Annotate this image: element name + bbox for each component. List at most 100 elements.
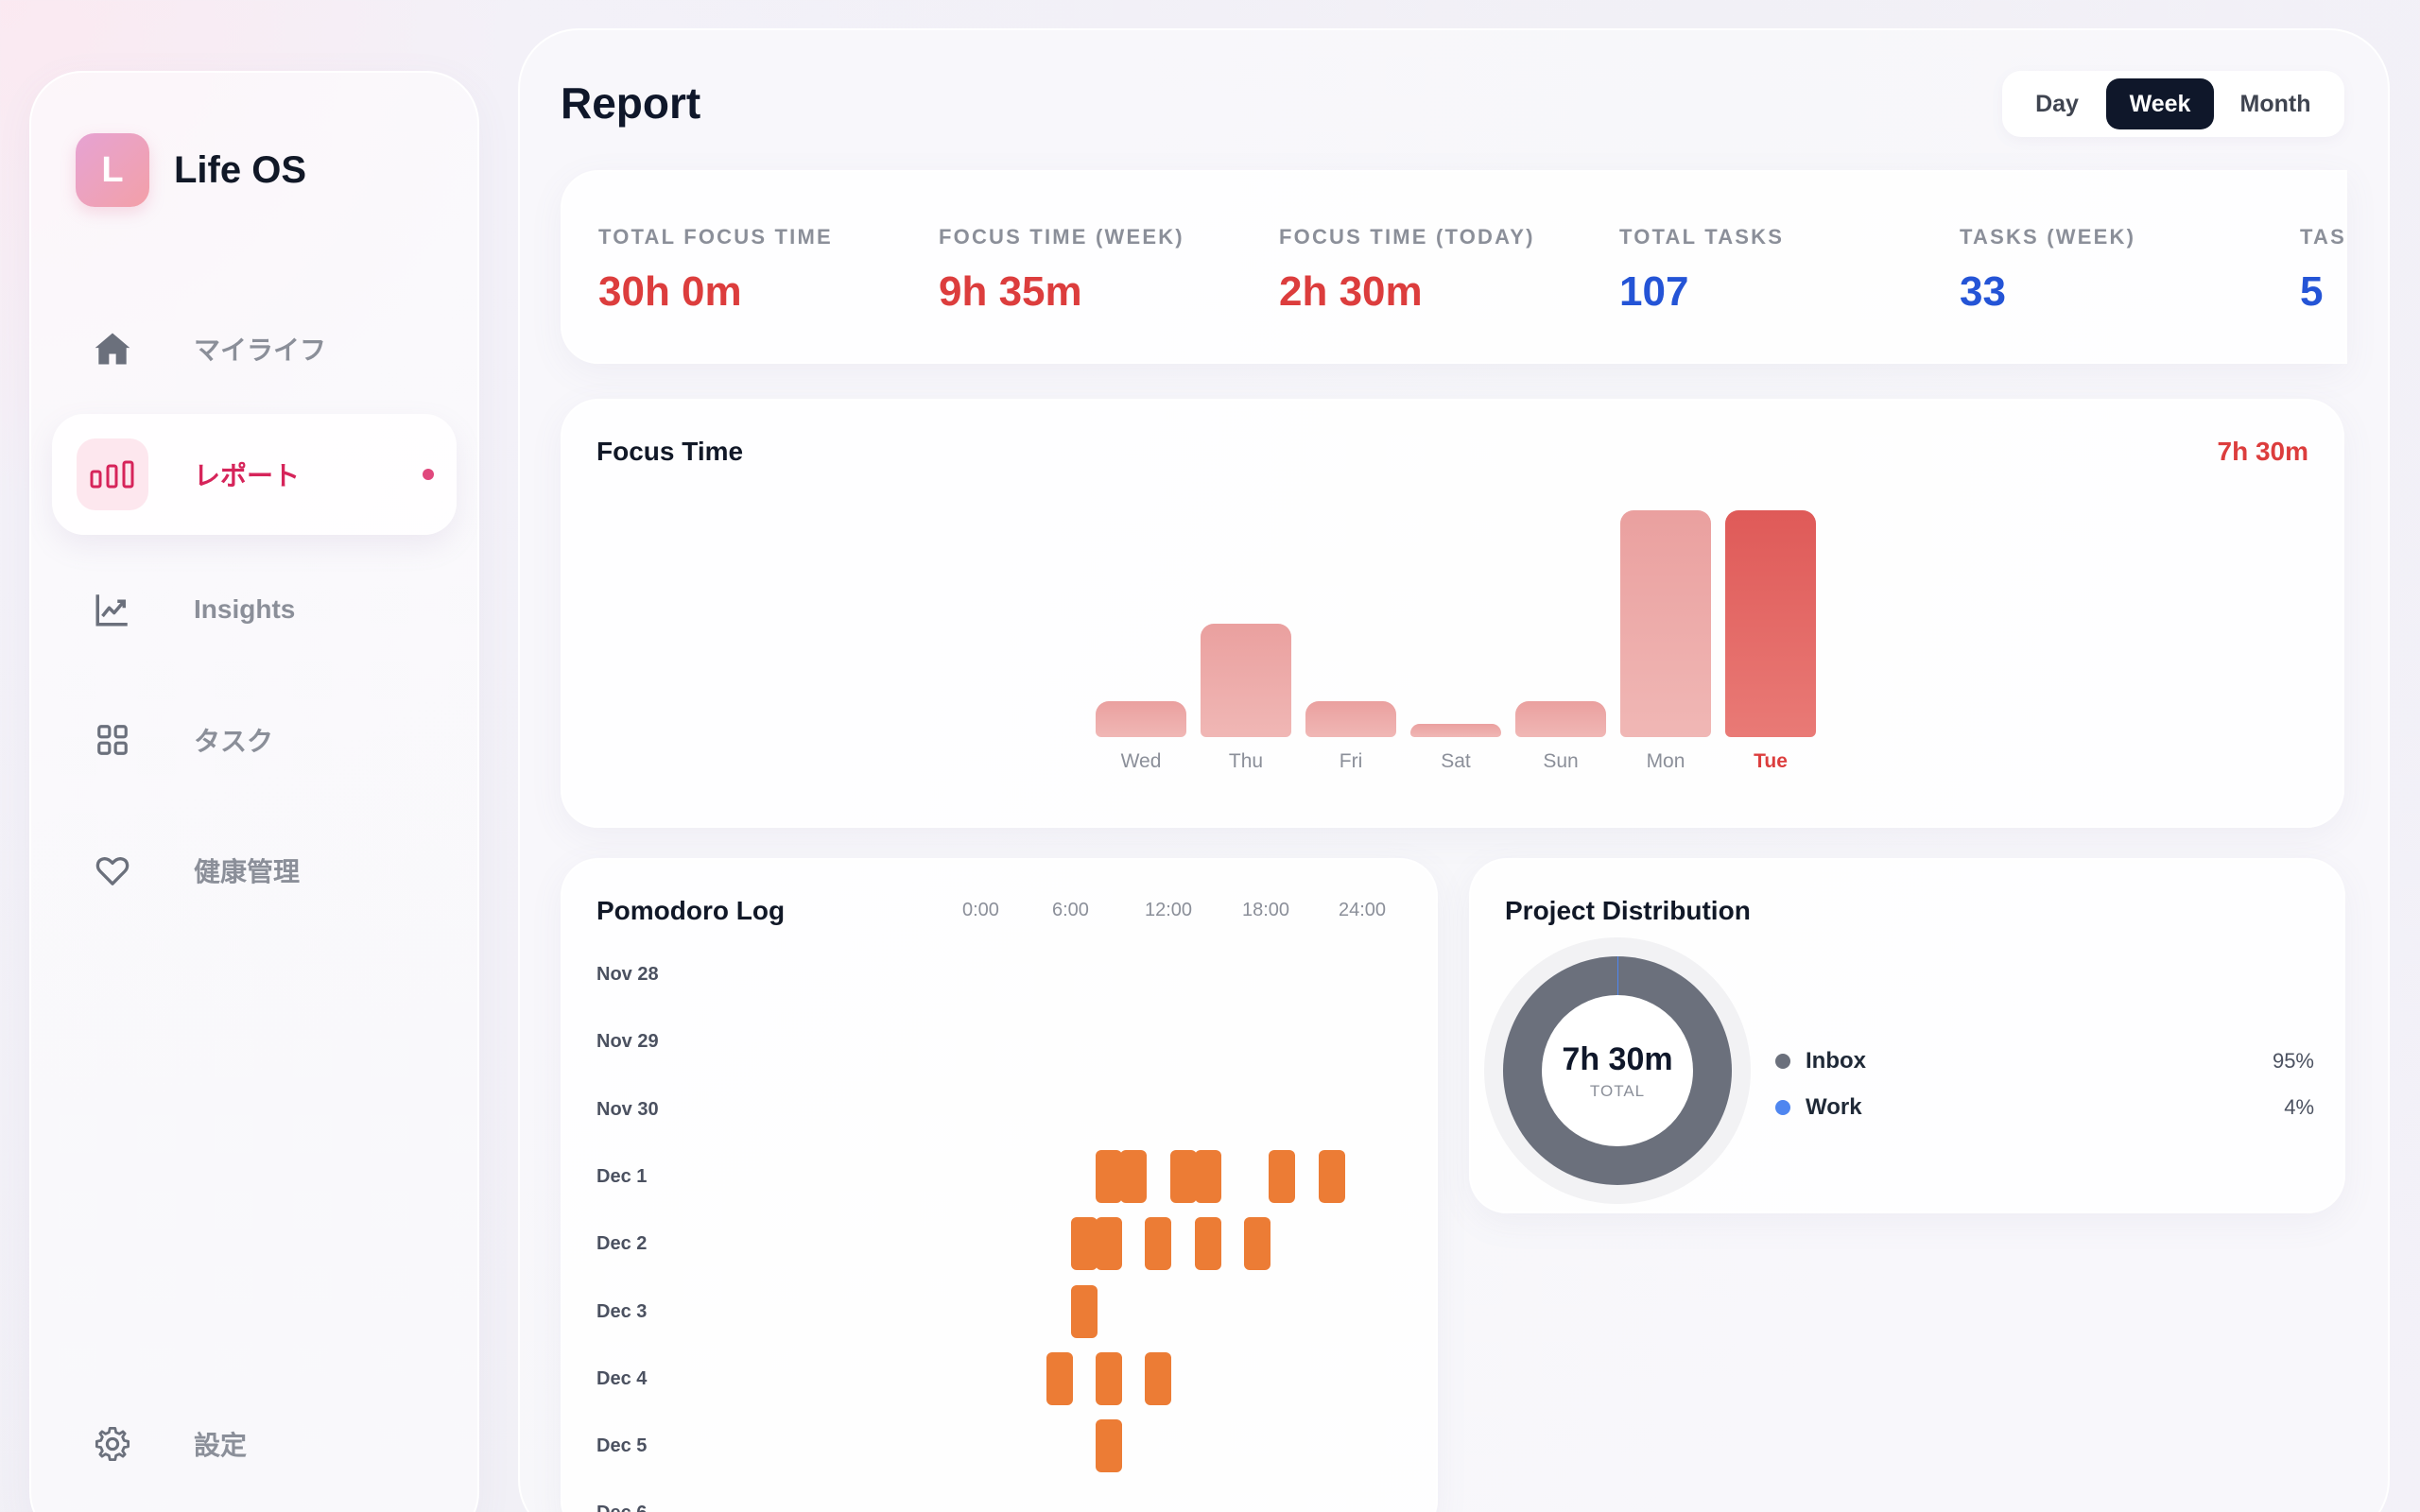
stat-label: TOTAL FOCUS TIME <box>598 225 833 249</box>
stat-total-tasks: TOTAL TASKS 107 <box>1619 225 1784 316</box>
range-tab-day[interactable]: Day <box>2035 90 2079 117</box>
pomodoro-session-block[interactable] <box>1269 1149 1295 1203</box>
donut-center-label: TOTAL <box>1589 1081 1646 1100</box>
focus-bar-label: Tue <box>1754 750 1788 772</box>
pomodoro-row-date: Dec 2 <box>596 1233 648 1255</box>
range-tab-week[interactable]: Week <box>2106 78 2214 129</box>
pomodoro-session-block[interactable] <box>1096 1351 1122 1405</box>
pomodoro-session-block[interactable] <box>1145 1217 1171 1271</box>
stat-value: 5 <box>2300 268 2324 315</box>
focus-bar-sun[interactable] <box>1515 701 1606 737</box>
active-indicator-dot <box>423 469 434 480</box>
legend-dot <box>1775 1054 1790 1069</box>
focus-bar-sat[interactable] <box>1410 724 1501 737</box>
legend-item-work[interactable]: Work 4% <box>1775 1091 2314 1124</box>
pomodoro-session-block[interactable] <box>1120 1149 1147 1203</box>
focus-bar-wed[interactable] <box>1096 701 1186 737</box>
focus-time-title: Focus Time <box>596 437 744 466</box>
pomodoro-session-block[interactable] <box>1319 1149 1345 1203</box>
pomodoro-session-block[interactable] <box>1244 1217 1270 1271</box>
stat-tasks-truncated: TAS 5 <box>2300 225 2346 316</box>
pomodoro-row-date: Dec 4 <box>596 1367 648 1389</box>
legend-percent: 95% <box>2272 1049 2314 1073</box>
stats-card: TOTAL FOCUS TIME 30h 0m FOCUS TIME (WEEK… <box>561 170 2347 364</box>
pomodoro-row-date: Dec 1 <box>596 1165 648 1187</box>
range-segmented-control: Day Week Month <box>2002 71 2344 137</box>
sidebar-item-health[interactable]: 健康管理 <box>52 810 457 931</box>
stat-value: 9h 35m <box>939 268 1082 315</box>
legend-percent: 4% <box>2284 1095 2314 1119</box>
focus-bar-label: Mon <box>1646 750 1685 772</box>
donut-chart: 7h 30m TOTAL <box>1484 937 1751 1204</box>
sidebar-item-label: 健康管理 <box>194 857 301 886</box>
pomodoro-row-date: Nov 28 <box>596 964 659 985</box>
focus-time-card: Focus Time 7h 30m Wed Thu Fri Sat Sun Mon Tue <box>561 399 2344 828</box>
page-title: Report <box>561 78 701 128</box>
bar-chart-icon <box>77 438 148 510</box>
pomodoro-session-block[interactable] <box>1071 1284 1098 1338</box>
brand[interactable]: L Life OS <box>76 133 306 207</box>
pomodoro-row-date: Nov 30 <box>596 1098 659 1120</box>
sidebar-item-report[interactable]: レポート <box>52 414 457 535</box>
app-name: Life OS <box>174 148 307 191</box>
donut-center-value: 7h 30m <box>1562 1040 1673 1077</box>
trending-up-icon <box>90 587 135 632</box>
legend-dot <box>1775 1100 1790 1115</box>
stat-label: TAS <box>2300 225 2346 249</box>
pomodoro-hour-label: 18:00 <box>1242 900 1290 920</box>
sidebar-item-tasks[interactable]: タスク <box>52 679 457 800</box>
pomodoro-row-date: Dec 3 <box>596 1300 648 1322</box>
pomodoro-log-title: Pomodoro Log <box>596 896 786 925</box>
sidebar-item-label: Insights <box>194 594 296 624</box>
sidebar-item-label: 設定 <box>194 1431 248 1460</box>
stat-label: FOCUS TIME (WEEK) <box>939 225 1184 249</box>
range-tab-month[interactable]: Month <box>2239 90 2311 117</box>
pomodoro-log-card: Pomodoro Log 0:00 6:00 12:00 18:00 24:00 Nov … <box>561 858 1438 1512</box>
pomodoro-row-date: Dec 5 <box>596 1435 648 1457</box>
pomodoro-row-date: Nov 29 <box>596 1031 659 1053</box>
sidebar-item-my-life[interactable]: マイライフ <box>52 288 457 409</box>
pomodoro-session-block[interactable] <box>1096 1217 1122 1271</box>
sidebar: L Life OS マイライフ レポート Insights <box>29 71 479 1512</box>
project-distribution-title: Project Distribution <box>1505 896 1751 925</box>
stat-value: 30h 0m <box>598 268 742 315</box>
pomodoro-session-block[interactable] <box>1195 1217 1221 1271</box>
pomodoro-session-block[interactable] <box>1145 1351 1171 1405</box>
focus-time-total: 7h 30m <box>2217 437 2309 466</box>
stat-label: TOTAL TASKS <box>1619 225 1785 249</box>
sidebar-item-insights[interactable]: Insights <box>52 549 457 670</box>
legend-name: Work <box>1806 1094 1862 1120</box>
focus-bar-label: Sun <box>1543 750 1579 772</box>
pomodoro-row-date: Dec 6 <box>596 1503 647 1512</box>
legend-name: Inbox <box>1806 1048 1866 1074</box>
focus-bar-label: Sat <box>1441 750 1471 772</box>
home-icon <box>90 326 135 371</box>
focus-bar-label: Fri <box>1339 750 1363 772</box>
focus-bar-thu[interactable] <box>1201 624 1291 737</box>
stat-tasks-week: TASKS (WEEK) 33 <box>1960 225 2135 316</box>
donut-center: 7h 30m TOTAL <box>1542 995 1693 1146</box>
gear-icon <box>90 1421 135 1467</box>
legend-item-inbox[interactable]: Inbox 95% <box>1775 1045 2314 1077</box>
focus-bar-tue[interactable] <box>1725 510 1816 737</box>
pomodoro-session-block[interactable] <box>1071 1217 1098 1271</box>
pomodoro-session-block[interactable] <box>1096 1419 1122 1473</box>
stat-focus-time-week: FOCUS TIME (WEEK) 9h 35m <box>939 225 1184 316</box>
pomodoro-session-block[interactable] <box>1170 1149 1197 1203</box>
project-distribution-card: Project Distribution 7h 30m TOTAL Inbox … <box>1469 858 2345 1213</box>
stat-total-focus-time: TOTAL FOCUS TIME 30h 0m <box>598 225 833 316</box>
focus-bar-label: Wed <box>1120 750 1162 772</box>
pomodoro-session-block[interactable] <box>1096 1149 1122 1203</box>
stat-focus-time-today: FOCUS TIME (TODAY) 2h 30m <box>1279 225 1535 316</box>
pomodoro-session-block[interactable] <box>1195 1149 1221 1203</box>
pomodoro-hour-label: 0:00 <box>962 900 999 920</box>
pomodoro-hour-label: 6:00 <box>1052 900 1089 920</box>
stat-value: 2h 30m <box>1279 268 1423 315</box>
sidebar-item-label: マイライフ <box>194 335 327 365</box>
pomodoro-session-block[interactable] <box>1046 1351 1073 1405</box>
focus-bar-mon[interactable] <box>1620 510 1711 737</box>
heart-icon <box>90 848 135 893</box>
sidebar-item-label: タスク <box>194 727 274 756</box>
sidebar-item-settings[interactable]: 設定 <box>52 1383 457 1504</box>
focus-bar-fri[interactable] <box>1305 701 1396 737</box>
